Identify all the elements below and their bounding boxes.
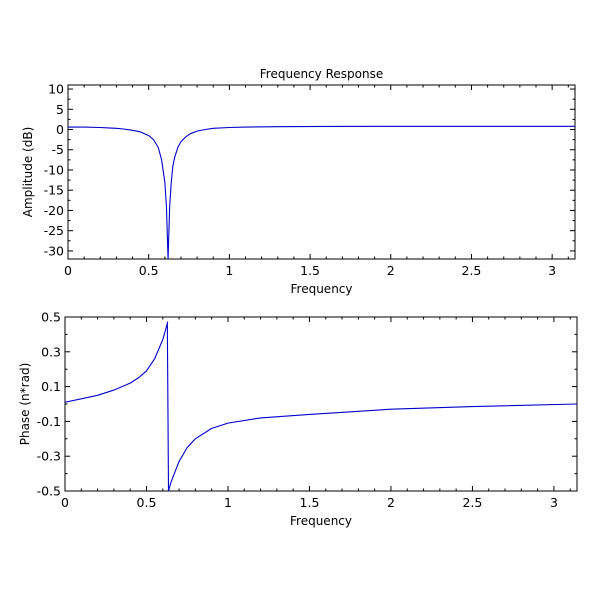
- x-tick-label: 2.5: [462, 495, 482, 510]
- y-tick-label: -25: [44, 223, 64, 238]
- x-tick-label: 2: [387, 263, 395, 278]
- y-axis-label: Phase (n*rad): [18, 363, 32, 446]
- y-tick-label: 10: [48, 82, 64, 97]
- series-line-1: [68, 125, 575, 260]
- y-tick-label: 5: [56, 102, 64, 117]
- x-axis-label: Frequency: [291, 282, 353, 296]
- y-tick-label: 0.3: [41, 344, 61, 359]
- x-tick-label: 0: [64, 263, 72, 278]
- x-tick-label: 0.5: [137, 495, 157, 510]
- x-axis-label: Frequency: [290, 514, 352, 528]
- y-tick-label: 0: [56, 122, 64, 137]
- y-tick-label: -0.3: [37, 449, 61, 464]
- plot-frame: [67, 84, 576, 260]
- x-tick-label: 1.5: [300, 263, 320, 278]
- x-tick-label: 3: [548, 263, 556, 278]
- chart-title: Frequency Response: [260, 67, 383, 81]
- x-tick-label: 1.5: [300, 495, 320, 510]
- plot-frame: [64, 316, 578, 492]
- x-tick-label: 0: [61, 495, 69, 510]
- x-tick-label: 1: [224, 495, 232, 510]
- y-tick-label: -10: [44, 162, 64, 177]
- y-tick-label: -0.1: [37, 414, 61, 429]
- plot-1: 0 0.5 1 1.5 2 2.5 3 10 5 0 -5 -10 -15 -20 -25 -30 Freque…: [21, 67, 576, 296]
- y-tick-label: -0.5: [37, 484, 61, 499]
- x-tick-label: 2: [387, 495, 395, 510]
- y-tick-label: -30: [44, 243, 64, 258]
- x-tick-label: 0.5: [139, 263, 159, 278]
- y-axis-label: Amplitude (dB): [21, 127, 35, 218]
- x-tick-label: 3: [550, 495, 558, 510]
- y-tick-label: -20: [44, 203, 64, 218]
- x-tick-label: 1: [225, 263, 233, 278]
- y-tick-label: 0.1: [41, 379, 61, 394]
- y-tick-label: 0.5: [41, 310, 61, 325]
- x-tick-label: 2.5: [462, 263, 482, 278]
- y-tick-label: -15: [44, 183, 64, 198]
- y-tick-label: -5: [52, 142, 64, 157]
- plot-2: 0 0.5 1 1.5 2 2.5 3 0.5 0.3 0.1 -0.1 -0.3 -0.5 Freque…: [18, 310, 578, 528]
- series-line-1: [64, 321, 578, 492]
